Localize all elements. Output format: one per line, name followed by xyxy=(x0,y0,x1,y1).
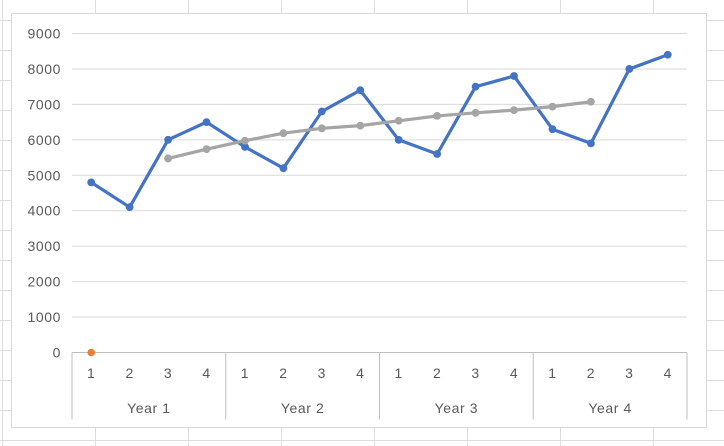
chart-object[interactable] xyxy=(11,13,707,428)
